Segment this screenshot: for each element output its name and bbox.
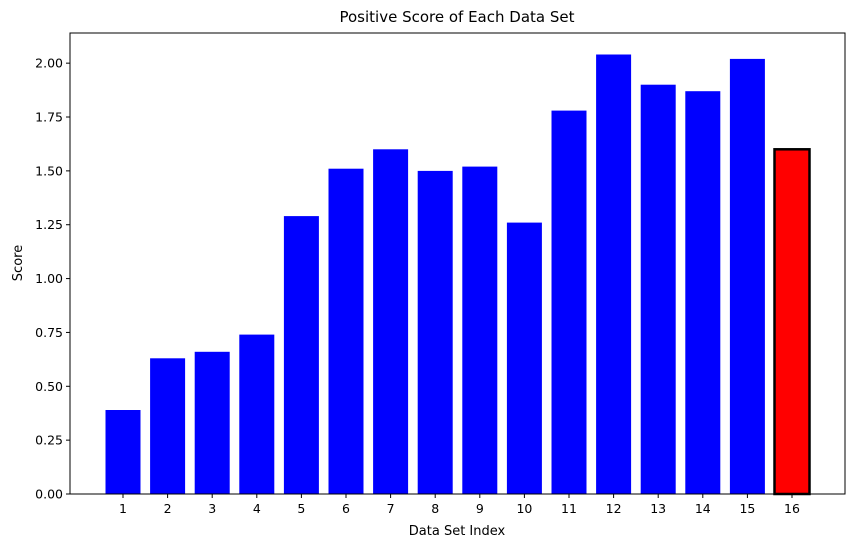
- x-tick-label: 2: [164, 501, 172, 516]
- y-tick-label: 2.00: [35, 56, 63, 71]
- x-axis-label: Data Set Index: [409, 524, 506, 539]
- bar-10: [506, 222, 542, 494]
- y-tick-label: 0.25: [35, 433, 63, 448]
- bar-6: [328, 168, 364, 494]
- y-axis: 0.00 0.25 0.50 0.75 1.00 1.25 1.50 1.75 2.00: [35, 56, 70, 502]
- bar-3: [194, 351, 230, 494]
- y-tick-label: 0.00: [35, 487, 63, 502]
- x-tick-label: 8: [431, 501, 439, 516]
- x-tick-label: 11: [561, 501, 577, 516]
- x-tick-label: 5: [297, 501, 305, 516]
- x-tick-label: 1: [119, 501, 127, 516]
- bar-7: [373, 149, 409, 495]
- x-tick-label: 12: [606, 501, 622, 516]
- x-tick-label: 15: [739, 501, 755, 516]
- bar-8: [417, 170, 453, 494]
- y-tick-label: 1.00: [35, 271, 63, 286]
- y-tick-label: 1.25: [35, 217, 63, 232]
- x-tick-label: 6: [342, 501, 350, 516]
- bar-13: [640, 84, 676, 494]
- x-tick-label: 13: [650, 501, 666, 516]
- plot-frame: [69, 32, 846, 495]
- x-tick-label: 16: [784, 501, 800, 516]
- x-axis: 1 2 3 4 5 6 7 8 9 10 11 12 13 14 15 16: [119, 494, 800, 516]
- x-tick-label: 7: [387, 501, 395, 516]
- bar-4: [239, 334, 275, 494]
- bar-11: [551, 110, 587, 494]
- y-tick-label: 1.50: [35, 163, 63, 178]
- y-axis-label: Score: [11, 245, 26, 281]
- x-tick-label: 14: [695, 501, 711, 516]
- bar-15: [729, 58, 765, 495]
- y-tick-label: 1.75: [35, 110, 63, 125]
- chart-title: Positive Score of Each Data Set: [339, 8, 574, 26]
- x-tick-label: 4: [253, 501, 261, 516]
- bar-9: [462, 166, 498, 494]
- bar-12: [596, 54, 632, 494]
- bar-14: [685, 91, 721, 494]
- y-tick-label: 0.50: [35, 379, 63, 394]
- bars-layer: [105, 54, 811, 496]
- bar-1: [105, 410, 141, 494]
- y-tick-label: 0.75: [35, 325, 63, 340]
- x-tick-label: 10: [516, 501, 532, 516]
- x-tick-label: 9: [476, 501, 484, 516]
- bar-5: [283, 216, 319, 494]
- x-tick-label: 3: [208, 501, 216, 516]
- bar-2: [150, 358, 186, 494]
- bar-16: [773, 148, 811, 496]
